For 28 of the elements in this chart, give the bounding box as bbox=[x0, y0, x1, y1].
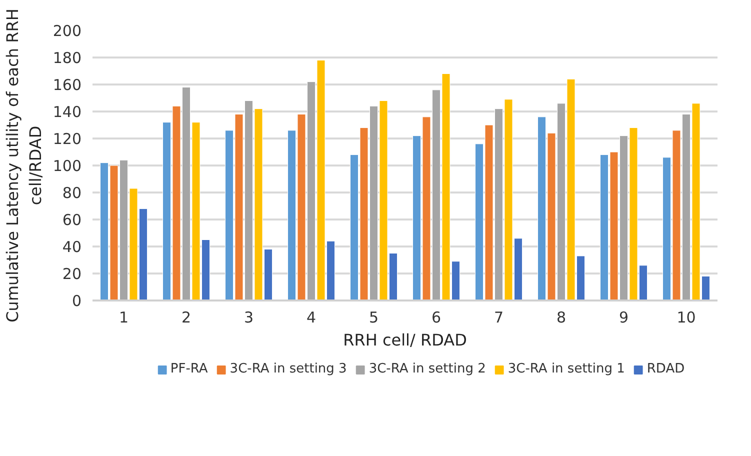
y-tick-label: 100 bbox=[52, 157, 82, 175]
y-tick-label: 160 bbox=[52, 76, 82, 94]
y-tick-label: 180 bbox=[52, 49, 82, 67]
y-tick-label: 40 bbox=[62, 238, 82, 256]
y-tick-label: 0 bbox=[72, 292, 82, 310]
y-tick-label: 80 bbox=[62, 184, 82, 202]
y-tick-label: 140 bbox=[52, 103, 82, 121]
y-tick-label: 20 bbox=[62, 265, 82, 283]
x-axis-title: RRH cell/ RDAD bbox=[343, 330, 467, 350]
x-tick-label: 2 bbox=[181, 308, 192, 326]
x-tick-label: 9 bbox=[618, 308, 629, 326]
y-tick-label: 60 bbox=[62, 211, 82, 229]
legend-label: 3C-RA in setting 2 bbox=[368, 362, 486, 376]
x-tick-label: 4 bbox=[306, 308, 316, 326]
x-tick-label: 3 bbox=[244, 308, 254, 326]
x-tick-label: 5 bbox=[368, 308, 379, 326]
x-tick-label: 6 bbox=[431, 308, 442, 326]
legend-label: PF-RA bbox=[170, 362, 208, 376]
x-tick-label: 7 bbox=[494, 308, 504, 326]
legend-label: 3C-RA in setting 3 bbox=[230, 362, 347, 376]
x-tick-label: 10 bbox=[676, 308, 696, 326]
y-tick-label: 200 bbox=[52, 22, 82, 40]
legend-label: RDAD bbox=[646, 362, 685, 376]
x-tick-label: 1 bbox=[118, 308, 129, 326]
x-tick-label: 8 bbox=[556, 308, 566, 326]
y-tick-label: 120 bbox=[52, 130, 82, 148]
legend-label: 3C-RA in setting 1 bbox=[508, 362, 625, 376]
y-axis-title: Cumulative Latency utility of each RRH cell/RDAD bbox=[3, 8, 45, 322]
